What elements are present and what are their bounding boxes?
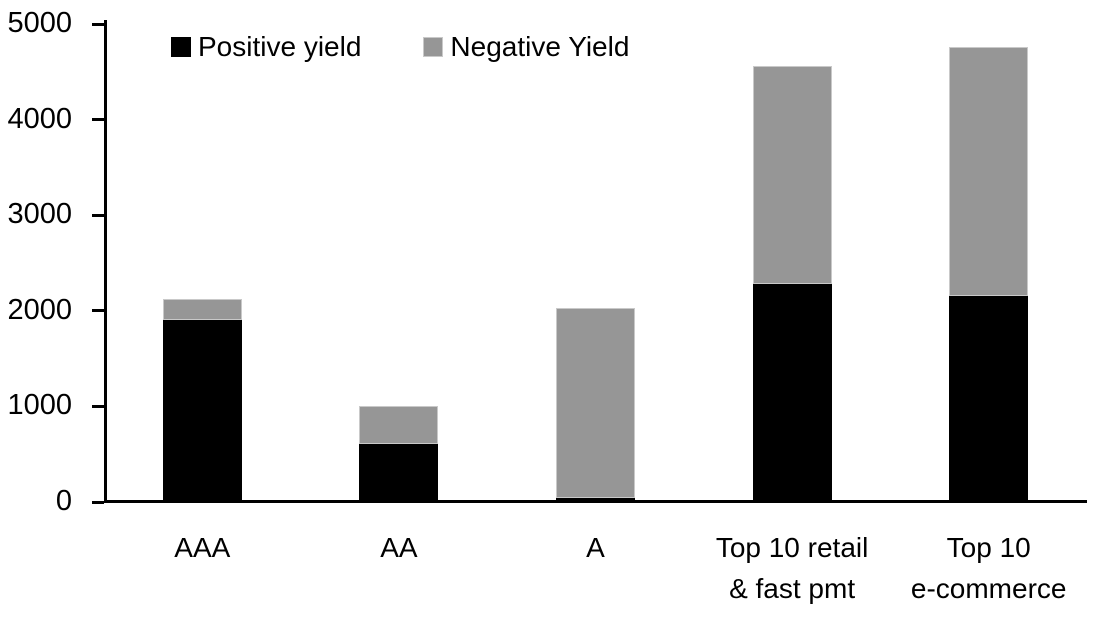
- y-tick-label: 2000: [7, 293, 72, 326]
- category-label-line: A: [586, 532, 605, 563]
- bar-segment-positive: [949, 296, 1029, 502]
- category-label: Top 10 e-commerce: [869, 527, 1102, 609]
- y-tick-mark: [92, 118, 104, 122]
- legend-swatch: [423, 37, 444, 57]
- y-tick-mark: [92, 213, 104, 217]
- category-label: A: [476, 527, 716, 568]
- y-tick-mark: [92, 500, 104, 504]
- legend: Positive yield Negative Yield: [171, 31, 629, 63]
- bar-segment-negative: [556, 307, 635, 499]
- category-label: AA: [279, 527, 519, 568]
- category-label: Top 10 retail & fast pmt: [672, 527, 912, 609]
- y-tick-label: 0: [55, 484, 72, 517]
- bar-segment-negative: [359, 406, 439, 444]
- y-axis-line: [104, 20, 107, 503]
- bar-segment-negative: [949, 46, 1029, 297]
- category-label-line: e-commerce: [910, 573, 1067, 604]
- y-tick-label: 5000: [7, 6, 72, 39]
- category-label: AAA: [82, 527, 322, 568]
- y-tick-label: 1000: [7, 389, 72, 422]
- legend-swatch: [171, 37, 191, 57]
- legend-label: Positive yield: [198, 31, 362, 62]
- category-label-line: Top 10: [946, 532, 1031, 563]
- category-label-line: Top 10 retail: [715, 532, 869, 563]
- bar-segment-negative: [162, 299, 242, 321]
- category-label-line: & fast pmt: [729, 573, 856, 604]
- y-tick-mark: [92, 404, 104, 408]
- bar-segment-negative: [752, 66, 832, 285]
- legend-label: Negative Yield: [450, 31, 630, 62]
- legend-item: Negative Yield: [423, 31, 629, 63]
- bar-segment-positive: [556, 498, 635, 502]
- category-label-line: AAA: [174, 532, 231, 563]
- legend-item: Positive yield: [171, 31, 361, 63]
- bar-segment-positive: [752, 284, 832, 502]
- bar-segment-positive: [162, 320, 242, 502]
- y-tick-mark: [92, 22, 104, 26]
- y-tick-label: 3000: [7, 198, 72, 231]
- y-tick-label: 4000: [7, 102, 72, 135]
- bar-segment-positive: [359, 443, 439, 502]
- category-label-line: AA: [380, 532, 418, 563]
- y-tick-mark: [92, 309, 104, 313]
